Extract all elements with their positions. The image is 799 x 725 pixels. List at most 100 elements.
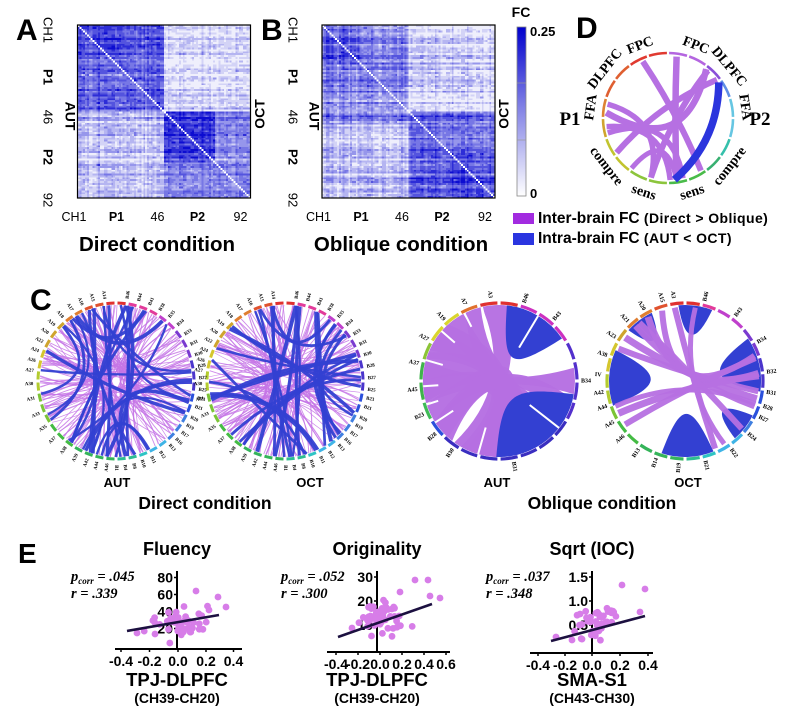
svg-text:A38: A38 bbox=[229, 446, 238, 456]
svg-text:(CH39-CH20): (CH39-CH20) bbox=[334, 690, 420, 706]
svg-text:Sqrt (IOC): Sqrt (IOC) bbox=[550, 539, 635, 559]
svg-text:A22: A22 bbox=[34, 337, 44, 346]
svg-text:B16: B16 bbox=[342, 437, 352, 447]
svg-text:A17: A17 bbox=[234, 303, 243, 313]
svg-text:B17: B17 bbox=[348, 431, 358, 440]
svg-text:B20: B20 bbox=[358, 416, 368, 424]
svg-text:A7: A7 bbox=[459, 297, 467, 306]
svg-text:B27: B27 bbox=[757, 415, 769, 425]
svg-text:A33: A33 bbox=[31, 411, 41, 419]
svg-text:OCT: OCT bbox=[296, 475, 324, 490]
svg-text:FC: FC bbox=[512, 4, 531, 20]
svg-text:r = .339: r = .339 bbox=[71, 586, 118, 602]
svg-text:Originality: Originality bbox=[332, 539, 421, 559]
svg-text:P2: P2 bbox=[286, 149, 301, 165]
svg-text:0.6: 0.6 bbox=[436, 656, 456, 672]
svg-text:TPJ-DLPFC: TPJ-DLPFC bbox=[126, 669, 228, 690]
svg-text:P1: P1 bbox=[286, 69, 301, 85]
svg-text:B34: B34 bbox=[345, 318, 355, 328]
svg-text:B33: B33 bbox=[184, 328, 194, 337]
svg-text:B21: B21 bbox=[363, 405, 373, 412]
svg-text:B32: B32 bbox=[766, 369, 777, 376]
svg-text:A14: A14 bbox=[100, 290, 106, 300]
svg-text:A42: A42 bbox=[593, 390, 604, 397]
svg-text:B11: B11 bbox=[148, 455, 156, 465]
svg-text:A33: A33 bbox=[200, 411, 210, 419]
svg-text:B1: B1 bbox=[282, 465, 287, 471]
svg-text:B25: B25 bbox=[367, 388, 376, 394]
svg-text:D: D bbox=[576, 12, 598, 45]
svg-text:A31: A31 bbox=[26, 396, 36, 403]
svg-text:Direct condition: Direct condition bbox=[79, 233, 235, 256]
svg-text:A22: A22 bbox=[203, 337, 213, 346]
svg-text:A19: A19 bbox=[435, 311, 446, 323]
svg-text:sens: sens bbox=[678, 182, 707, 204]
svg-text:B1: B1 bbox=[113, 465, 118, 471]
svg-text:r = .348: r = .348 bbox=[486, 586, 533, 602]
svg-text:80: 80 bbox=[157, 570, 173, 586]
svg-text:B12: B12 bbox=[326, 450, 335, 460]
svg-text:0.4: 0.4 bbox=[224, 653, 244, 669]
svg-text:A15: A15 bbox=[656, 292, 665, 304]
svg-text:B10: B10 bbox=[139, 459, 146, 469]
svg-text:B22: B22 bbox=[728, 447, 739, 459]
svg-text:0.25: 0.25 bbox=[530, 24, 555, 39]
svg-text:A39: A39 bbox=[241, 453, 250, 463]
svg-text:B30: B30 bbox=[363, 351, 373, 358]
svg-text:A38: A38 bbox=[60, 446, 69, 456]
svg-text:A37: A37 bbox=[217, 436, 227, 446]
svg-text:(CH43-CH30): (CH43-CH30) bbox=[549, 690, 635, 706]
svg-text:A19: A19 bbox=[215, 319, 225, 329]
svg-text:B8: B8 bbox=[130, 463, 136, 470]
svg-text:-0.2: -0.2 bbox=[137, 653, 161, 669]
svg-text:Direct condition: Direct condition bbox=[138, 493, 271, 513]
svg-text:B20: B20 bbox=[189, 416, 199, 424]
svg-text:AUT: AUT bbox=[484, 475, 511, 490]
svg-text:1.0: 1.0 bbox=[569, 593, 589, 609]
svg-text:B46: B46 bbox=[295, 290, 301, 299]
svg-text:B13: B13 bbox=[167, 443, 176, 453]
svg-text:B33: B33 bbox=[353, 328, 363, 337]
svg-text:B28: B28 bbox=[366, 363, 375, 369]
svg-text:A35: A35 bbox=[207, 424, 217, 433]
svg-text:sens: sens bbox=[630, 182, 659, 204]
svg-text:B34: B34 bbox=[581, 378, 591, 384]
svg-text:92: 92 bbox=[286, 193, 301, 207]
svg-text:A23: A23 bbox=[605, 330, 617, 341]
svg-text:r = .300: r = .300 bbox=[281, 586, 328, 602]
svg-text:A30: A30 bbox=[194, 382, 203, 387]
svg-text:0: 0 bbox=[530, 186, 537, 201]
svg-text:A42: A42 bbox=[252, 458, 260, 468]
svg-text:B17: B17 bbox=[179, 431, 189, 440]
svg-text:0.2: 0.2 bbox=[196, 653, 216, 669]
svg-text:A26: A26 bbox=[196, 357, 206, 364]
svg-text:Oblique condition: Oblique condition bbox=[528, 493, 677, 513]
svg-text:A16: A16 bbox=[76, 297, 84, 307]
svg-text:A21: A21 bbox=[619, 313, 631, 325]
svg-text:-0.4: -0.4 bbox=[109, 653, 133, 669]
svg-text:0.4: 0.4 bbox=[638, 657, 658, 673]
svg-text:B13: B13 bbox=[336, 443, 345, 453]
svg-text:92: 92 bbox=[478, 210, 492, 224]
svg-text:B19: B19 bbox=[185, 423, 195, 432]
svg-text:Fluency: Fluency bbox=[143, 539, 211, 559]
svg-text:B4: B4 bbox=[291, 464, 297, 471]
svg-text:AUT: AUT bbox=[62, 102, 78, 131]
svg-text:P1: P1 bbox=[559, 109, 580, 130]
svg-text:B34: B34 bbox=[756, 336, 768, 346]
svg-text:-0.4: -0.4 bbox=[526, 657, 550, 673]
svg-text:A20: A20 bbox=[208, 327, 218, 336]
svg-text:B14: B14 bbox=[651, 457, 660, 468]
svg-text:B31: B31 bbox=[359, 339, 369, 347]
svg-text:B38: B38 bbox=[327, 302, 336, 312]
svg-text:B21: B21 bbox=[702, 460, 710, 471]
svg-text:46: 46 bbox=[395, 210, 409, 224]
svg-text:B34: B34 bbox=[176, 318, 186, 328]
svg-text:B: B bbox=[261, 14, 283, 47]
svg-text:A24: A24 bbox=[199, 347, 209, 355]
svg-text:A3: A3 bbox=[486, 291, 493, 299]
svg-text:(CH39-CH20): (CH39-CH20) bbox=[134, 690, 220, 706]
svg-text:P1: P1 bbox=[109, 210, 124, 224]
svg-text:A45: A45 bbox=[407, 387, 418, 394]
svg-text:A27: A27 bbox=[194, 368, 204, 374]
